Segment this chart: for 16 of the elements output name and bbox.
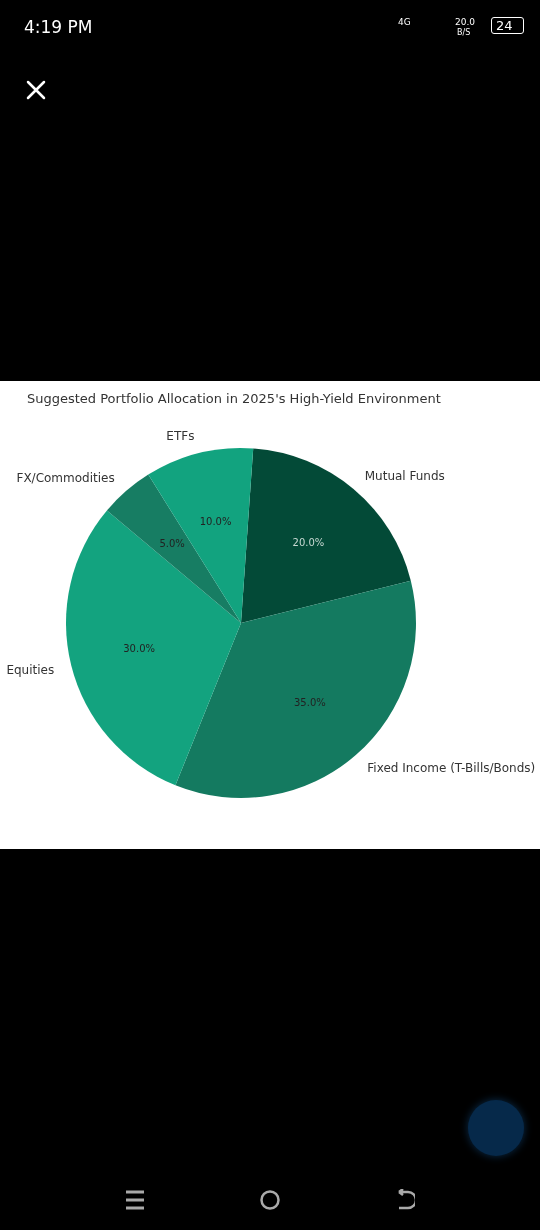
- text: 4G: [398, 17, 411, 27]
- slice-label: Mutual Funds: [364, 468, 445, 483]
- text: B/S: [457, 28, 471, 37]
- text: 4:19 PM: [24, 17, 93, 37]
- slice-label: ETFs: [166, 429, 195, 444]
- data-label: 20.0%: [292, 537, 325, 549]
- slice-label: Fixed Income (T-Bills/Bonds): [367, 761, 536, 776]
- text: 24: [491, 17, 524, 34]
- data-label: 35.0%: [294, 696, 326, 708]
- text: 20.0: [455, 17, 476, 27]
- data-label: 30.0%: [123, 642, 156, 654]
- slice-label: Equities: [6, 662, 55, 677]
- slice-label: FX/Commodities: [16, 470, 115, 485]
- data-label: 5.0%: [159, 538, 185, 550]
- data-label: 10.0%: [199, 515, 232, 527]
- chart-title: Suggested Portfolio Allocation in 2025's High-Yield Environment: [27, 391, 441, 406]
